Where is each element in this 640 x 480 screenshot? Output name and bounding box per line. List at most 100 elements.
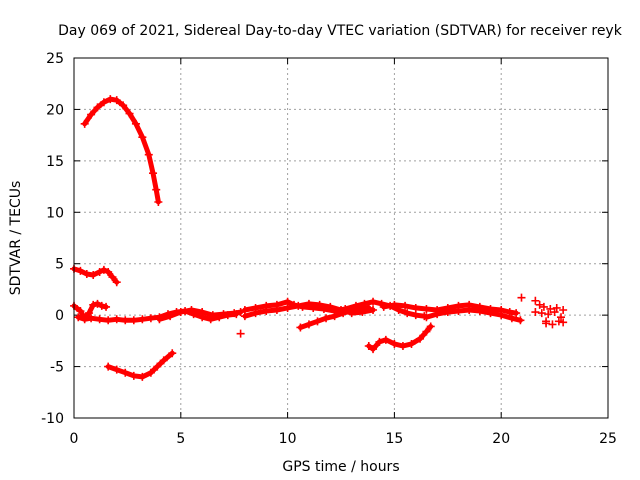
data-point <box>426 322 435 331</box>
data-point <box>516 316 525 325</box>
data-point <box>208 311 217 320</box>
y-tick-label: 15 <box>46 154 64 170</box>
data-point <box>74 313 83 322</box>
x-tick-label: 5 <box>176 431 185 447</box>
data-point <box>403 309 412 318</box>
data-point <box>125 109 134 118</box>
data-point <box>236 308 245 317</box>
data-point <box>76 307 85 316</box>
data-point <box>106 95 115 104</box>
data-point <box>294 301 303 310</box>
data-point <box>559 318 568 327</box>
series-arc-negative-mid <box>364 322 435 354</box>
data-point <box>304 299 313 308</box>
series-trace <box>423 307 523 323</box>
data-point <box>104 362 113 371</box>
data-point <box>262 307 271 316</box>
data-point <box>505 308 514 317</box>
data-point <box>390 300 399 309</box>
chart-title: Day 069 of 2021, Sidereal Day-to-day VTE… <box>58 23 623 39</box>
data-series <box>70 95 568 381</box>
data-point <box>112 365 121 374</box>
x-tick-label: 20 <box>492 431 510 447</box>
data-point <box>112 315 121 324</box>
data-point <box>539 302 548 311</box>
data-point <box>416 334 425 343</box>
series-arc-near-zero-3 <box>155 306 245 324</box>
data-point <box>93 103 102 112</box>
data-point <box>87 314 96 323</box>
data-point <box>187 306 196 314</box>
data-point <box>369 297 378 306</box>
data-point <box>80 119 89 128</box>
series-isolated <box>236 293 551 338</box>
data-point <box>168 349 177 358</box>
data-point <box>166 312 175 321</box>
data-point <box>497 311 506 320</box>
data-point <box>531 296 540 305</box>
data-point <box>475 307 484 316</box>
data-point <box>548 320 557 329</box>
data-point <box>375 337 384 346</box>
data-point <box>95 267 104 276</box>
series-trace <box>366 324 434 352</box>
data-point <box>552 303 561 312</box>
y-tick-label: -10 <box>41 411 64 427</box>
data-point <box>146 368 155 377</box>
data-point <box>517 293 526 302</box>
data-point <box>465 306 474 314</box>
data-point <box>422 327 431 336</box>
data-point <box>559 306 568 314</box>
series-arc-near-zero-1 <box>70 299 111 323</box>
y-tick-label: 5 <box>55 257 64 273</box>
x-tick-label: 10 <box>279 431 297 447</box>
series-arc-4tecu <box>70 264 121 287</box>
data-point <box>542 317 551 326</box>
data-point <box>398 342 407 350</box>
data-point <box>313 317 322 326</box>
y-axis-label: SDTVAR / TECUs <box>8 181 24 296</box>
data-point <box>138 372 147 381</box>
data-point <box>381 335 390 344</box>
data-point <box>364 303 373 312</box>
data-point <box>339 309 348 318</box>
x-tick-label: 0 <box>70 431 79 447</box>
data-point <box>131 119 140 128</box>
series-arc-near-zero-8 <box>422 306 525 325</box>
data-point <box>512 309 521 318</box>
data-point <box>379 302 388 311</box>
data-point <box>411 311 420 320</box>
data-point <box>93 299 102 308</box>
data-point <box>322 314 331 323</box>
data-point <box>364 342 373 350</box>
data-point <box>138 133 147 142</box>
data-point <box>149 169 158 178</box>
axis-ticks: 0 5 10 15 20 25 -10 -5 0 5 10 15 20 25 <box>41 51 617 447</box>
data-point <box>198 308 207 317</box>
data-point <box>104 267 113 276</box>
data-point <box>95 315 104 324</box>
data-point <box>433 310 442 319</box>
data-point <box>138 315 147 324</box>
data-point <box>159 356 168 365</box>
data-point <box>544 310 553 319</box>
data-point <box>89 300 98 309</box>
data-point <box>546 304 555 313</box>
data-point <box>557 313 566 322</box>
data-point <box>129 371 138 380</box>
data-point <box>146 314 155 323</box>
data-point <box>537 309 546 318</box>
data-point <box>356 304 365 313</box>
series-arc-near-zero-6 <box>296 303 373 332</box>
data-point <box>283 303 292 312</box>
data-point <box>108 273 117 282</box>
data-point <box>152 185 161 194</box>
data-point <box>99 265 108 274</box>
data-point <box>155 315 164 324</box>
data-point <box>535 300 544 309</box>
data-point <box>390 339 399 348</box>
data-point <box>236 329 245 338</box>
data-point <box>99 98 108 107</box>
y-tick-label: 25 <box>46 51 64 67</box>
data-point <box>315 300 324 309</box>
